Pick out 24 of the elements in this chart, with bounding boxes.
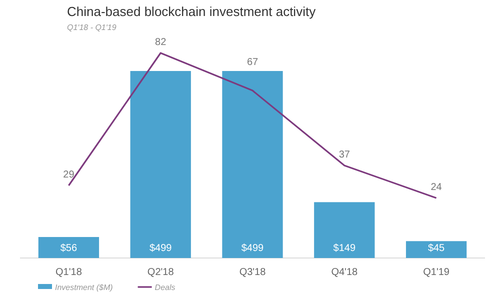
legend-label: Investment ($M) <box>55 283 114 292</box>
data-label: 29 <box>63 170 75 180</box>
bar <box>38 237 100 258</box>
x-tick-label: Q3'18 <box>239 267 266 278</box>
data-label: $149 <box>333 243 356 254</box>
x-tick-label: Q4'18 <box>331 267 358 278</box>
data-label: $499 <box>241 243 264 254</box>
data-label: 82 <box>155 37 167 48</box>
bar <box>130 71 191 258</box>
x-tick-label: Q1'18 <box>56 267 82 278</box>
legend-label: Deals <box>154 283 176 292</box>
bar <box>406 241 467 258</box>
data-label: $499 <box>149 243 172 254</box>
bar <box>222 71 283 258</box>
data-label: $45 <box>428 243 446 254</box>
data-label: 37 <box>338 150 350 160</box>
x-tick-label: Q1'19 <box>423 267 450 278</box>
x-tick-label: Q2'18 <box>147 267 174 278</box>
data-label: 67 <box>246 57 258 68</box>
data-label: 24 <box>430 182 442 193</box>
data-label: $56 <box>60 243 78 254</box>
bar <box>314 202 375 258</box>
chart-title: China-based blockchain investment activity <box>67 4 316 19</box>
chart-subtitle: Q1'18 - Q1'19 <box>67 23 117 32</box>
